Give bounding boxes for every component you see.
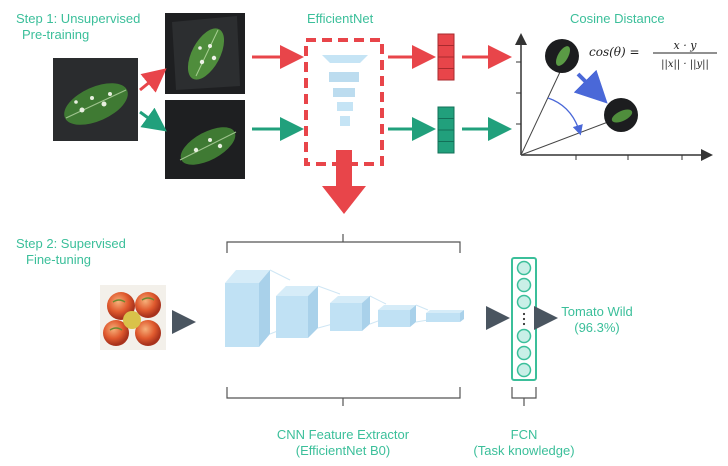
step2-label: Step 2: Supervised Fine-tuning <box>16 236 126 268</box>
cosine-distance-label: Cosine Distance <box>570 11 665 26</box>
tomato-image <box>100 285 166 350</box>
angle-arc <box>547 97 583 136</box>
cnn-bottom-bracket <box>226 387 461 406</box>
efficientnet-encoder <box>304 38 384 166</box>
prediction-class: Tomato Wild <box>561 304 633 319</box>
formula-numerator: x · y <box>674 39 698 52</box>
augmented-view-2 <box>165 100 245 179</box>
step2-line1: Step 2: Supervised <box>16 236 126 251</box>
formula-lhs: cos(θ) = <box>589 45 640 59</box>
formula-denominator: ||x|| · ||y|| <box>661 59 709 70</box>
cnn-caption-line1: CNN Feature Extractor <box>276 427 410 442</box>
cosine-distance-plot <box>515 33 713 161</box>
step1-line2: Pre-training <box>22 27 90 42</box>
vector-a <box>520 71 561 156</box>
step1-line1: Step 1: Unsupervised <box>16 11 141 26</box>
step1-label: Step 1: Unsupervised Pre-training <box>16 11 140 43</box>
embedding-point-a <box>545 39 579 73</box>
cnn-caption-line2: (EfficientNet B0) <box>295 443 391 458</box>
fcn-bottom-bracket <box>511 387 537 406</box>
input-leaf-image <box>53 58 138 141</box>
fcn-caption-line2: (Task knowledge) <box>473 443 575 458</box>
prediction-output: Tomato Wild (96.3%) <box>552 304 642 336</box>
cnn-feature-extractor <box>225 269 464 347</box>
embedding-point-b <box>604 98 638 132</box>
augmented-view-1 <box>165 13 245 94</box>
vector-b <box>520 121 609 156</box>
red-embedding-vector <box>437 33 455 81</box>
efficientnet-label: EfficientNet <box>307 11 374 26</box>
step2-line2: Fine-tuning <box>26 252 92 267</box>
fcn-caption-line1: FCN <box>510 427 538 442</box>
fcn-caption: FCN (Task knowledge) <box>464 427 584 459</box>
prediction-confidence: (96.3%) <box>574 320 620 335</box>
arrow-pretrain-to-finetune <box>322 150 366 214</box>
cnn-caption: CNN Feature Extractor (EfficientNet B0) <box>253 427 433 459</box>
fcn-layer <box>511 257 537 381</box>
green-embedding-vector <box>437 106 455 154</box>
arrow-input-to-view2 <box>139 107 167 132</box>
arrow-between-embeddings <box>573 69 608 104</box>
cosine-formula: cos(θ) = x · y ||x|| · ||y|| <box>589 39 717 70</box>
arrow-input-to-view1 <box>139 68 167 93</box>
cnn-top-bracket <box>226 234 461 253</box>
